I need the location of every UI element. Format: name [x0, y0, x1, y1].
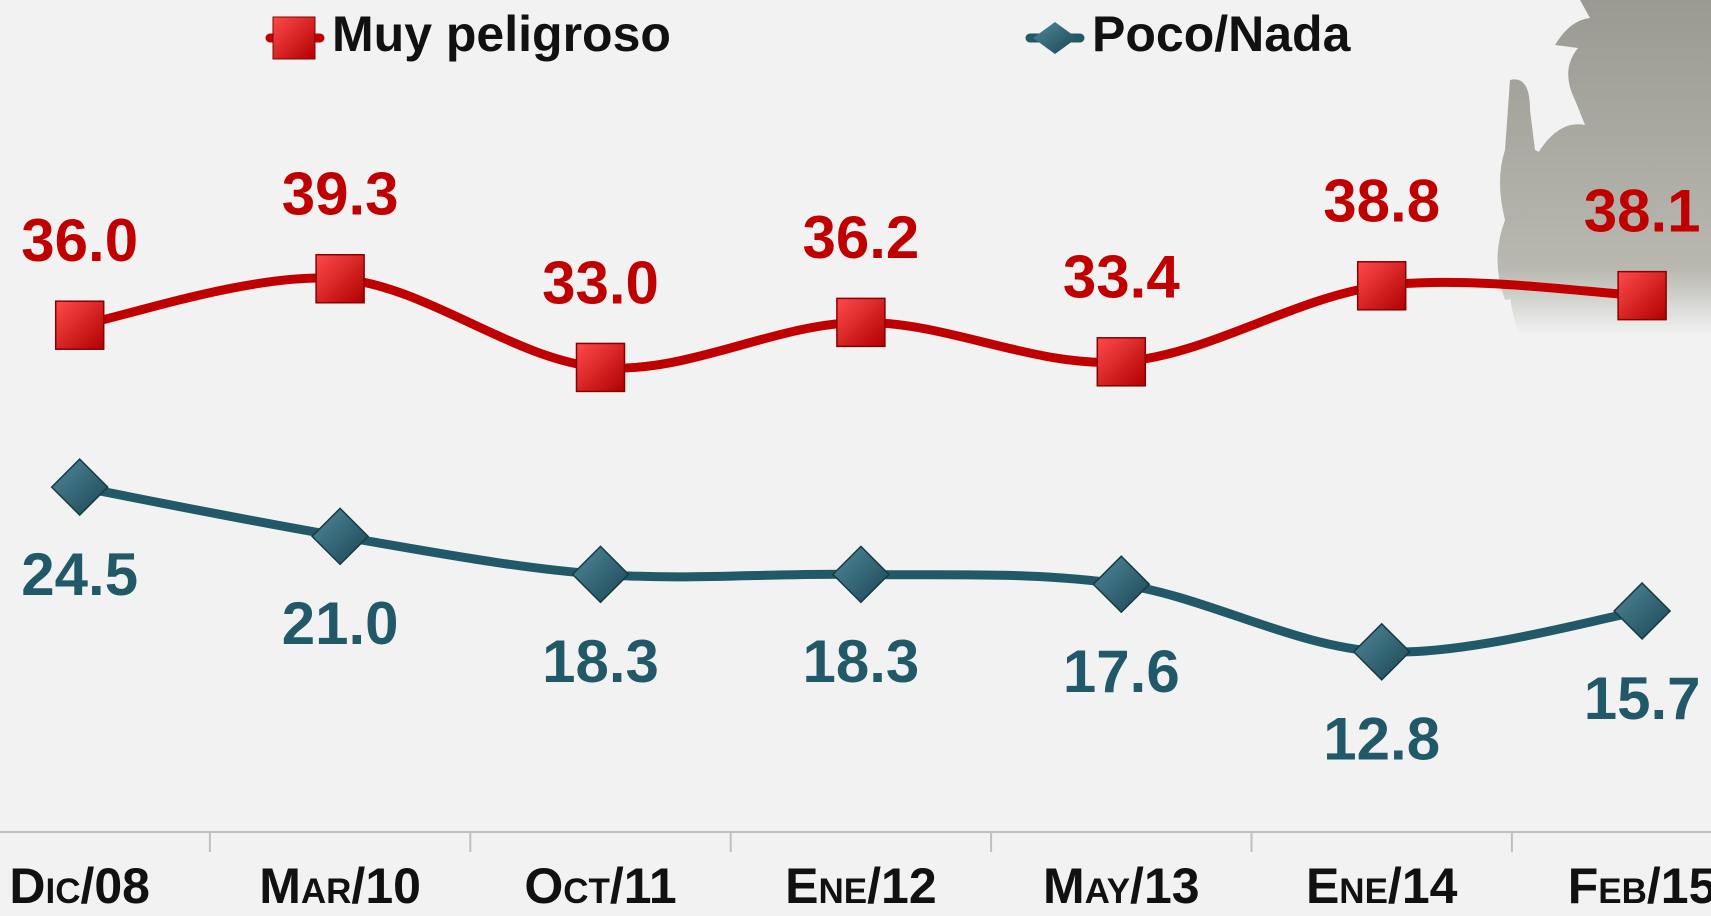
data-label: 38.8 [1323, 168, 1440, 235]
marker [833, 546, 889, 602]
data-label: 18.3 [542, 628, 659, 695]
marker [1097, 338, 1145, 386]
marker [312, 508, 368, 564]
x-tick-label: Feb/15 [1568, 858, 1711, 914]
legend-label: Muy peligroso [332, 6, 671, 62]
marker [577, 343, 625, 391]
data-label: 39.3 [282, 161, 399, 228]
data-label: 36.2 [803, 204, 920, 271]
x-tick-label: Oct/11 [524, 858, 676, 914]
legend-label: Poco/Nada [1092, 6, 1352, 62]
marker [56, 301, 104, 349]
x-tick-label: May/13 [1043, 858, 1200, 914]
marker [1618, 272, 1666, 320]
page: {"chart_data": {"type": "line", "categor… [0, 0, 1711, 916]
marker [1093, 556, 1149, 612]
data-label: 33.4 [1063, 244, 1180, 311]
data-label: 24.5 [21, 541, 138, 608]
x-tick-label: Mar/10 [259, 858, 421, 914]
data-label: 36.0 [21, 207, 138, 274]
data-label: 21.0 [282, 590, 399, 657]
marker [1358, 262, 1406, 310]
x-tick-label: Ene/12 [785, 858, 936, 914]
data-label: 33.0 [542, 249, 659, 316]
data-label: 18.3 [803, 628, 920, 695]
marker [573, 546, 629, 602]
marker [1614, 583, 1670, 639]
data-label: 38.1 [1584, 177, 1701, 244]
marker [52, 459, 108, 515]
data-label: 12.8 [1323, 706, 1440, 773]
x-tick-label: Ene/14 [1306, 858, 1458, 914]
legend-marker [1033, 22, 1077, 54]
data-label: 17.6 [1063, 638, 1180, 705]
chart: Dic/08 Mar/10 Oct/11 Ene/12 May/13 Ene/14 Feb/… [0, 0, 1711, 916]
marker [837, 298, 885, 346]
data-label: 15.7 [1584, 665, 1701, 732]
legend-symbol [1033, 22, 1077, 54]
x-tick-label: Dic/08 [9, 858, 150, 914]
marker [316, 255, 364, 303]
marker [1354, 624, 1410, 680]
legend-symbol [273, 17, 315, 59]
legend-marker [273, 17, 315, 59]
